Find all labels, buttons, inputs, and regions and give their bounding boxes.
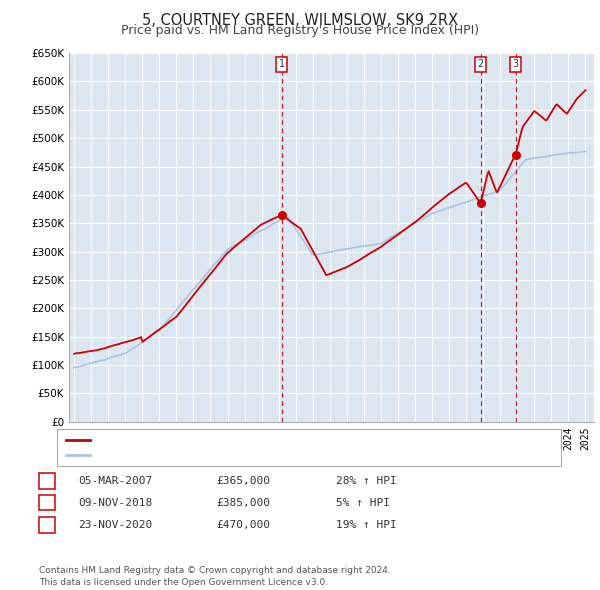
Text: 1: 1 <box>43 476 50 486</box>
Text: 28% ↑ HPI: 28% ↑ HPI <box>336 476 397 486</box>
Text: Price paid vs. HM Land Registry's House Price Index (HPI): Price paid vs. HM Land Registry's House … <box>121 24 479 37</box>
Text: 3: 3 <box>43 520 50 530</box>
Text: 09-NOV-2018: 09-NOV-2018 <box>78 498 152 507</box>
Text: 19% ↑ HPI: 19% ↑ HPI <box>336 520 397 530</box>
Text: 1: 1 <box>278 60 284 70</box>
Text: 2: 2 <box>478 60 484 70</box>
Text: 2: 2 <box>43 498 50 507</box>
Text: 3: 3 <box>512 60 518 70</box>
Text: 5% ↑ HPI: 5% ↑ HPI <box>336 498 390 507</box>
Text: £470,000: £470,000 <box>216 520 270 530</box>
Text: 5, COURTNEY GREEN, WILMSLOW, SK9 2RX (detached house): 5, COURTNEY GREEN, WILMSLOW, SK9 2RX (de… <box>96 435 439 445</box>
Text: £365,000: £365,000 <box>216 476 270 486</box>
Text: £385,000: £385,000 <box>216 498 270 507</box>
Text: HPI: Average price, detached house, Cheshire East: HPI: Average price, detached house, Ches… <box>96 450 379 460</box>
Text: Contains HM Land Registry data © Crown copyright and database right 2024.
This d: Contains HM Land Registry data © Crown c… <box>39 566 391 587</box>
Text: 05-MAR-2007: 05-MAR-2007 <box>78 476 152 486</box>
Text: 23-NOV-2020: 23-NOV-2020 <box>78 520 152 530</box>
Text: 5, COURTNEY GREEN, WILMSLOW, SK9 2RX: 5, COURTNEY GREEN, WILMSLOW, SK9 2RX <box>142 13 458 28</box>
